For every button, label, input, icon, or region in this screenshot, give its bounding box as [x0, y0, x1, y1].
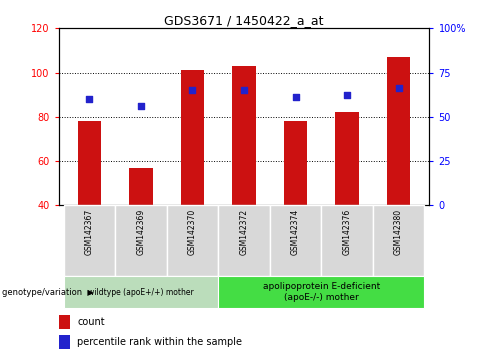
Bar — [167, 205, 218, 276]
Bar — [218, 276, 424, 308]
Bar — [181, 70, 204, 205]
Point — [395, 85, 403, 91]
Bar — [129, 168, 153, 205]
Text: genotype/variation  ▶: genotype/variation ▶ — [2, 287, 94, 297]
Bar — [78, 121, 101, 205]
Text: wildtype (apoE+/+) mother: wildtype (apoE+/+) mother — [88, 287, 194, 297]
Bar — [64, 205, 115, 276]
Bar — [373, 205, 424, 276]
Point — [240, 87, 248, 93]
Text: GSM142372: GSM142372 — [240, 209, 248, 255]
Text: apolipoprotein E-deficient
(apoE-/-) mother: apolipoprotein E-deficient (apoE-/-) mot… — [263, 282, 380, 302]
Point — [343, 92, 351, 98]
Point — [85, 96, 93, 102]
Title: GDS3671 / 1450422_a_at: GDS3671 / 1450422_a_at — [164, 14, 324, 27]
Text: GSM142369: GSM142369 — [137, 209, 145, 255]
Bar — [64, 276, 218, 308]
Text: GSM142376: GSM142376 — [343, 209, 351, 255]
Point — [292, 94, 300, 100]
Bar — [321, 205, 373, 276]
Bar — [335, 113, 359, 205]
Text: GSM142367: GSM142367 — [85, 209, 94, 255]
Bar — [270, 205, 321, 276]
Text: percentile rank within the sample: percentile rank within the sample — [77, 337, 242, 347]
Text: GSM142380: GSM142380 — [394, 209, 403, 255]
Bar — [284, 121, 307, 205]
Text: GSM142370: GSM142370 — [188, 209, 197, 255]
Bar — [59, 335, 70, 348]
Bar — [218, 205, 270, 276]
Text: GSM142374: GSM142374 — [291, 209, 300, 255]
Bar — [115, 205, 167, 276]
Text: count: count — [77, 318, 105, 327]
Bar — [59, 315, 70, 329]
Point — [137, 103, 145, 109]
Bar — [232, 66, 256, 205]
Bar — [387, 57, 410, 205]
Point — [188, 87, 196, 93]
